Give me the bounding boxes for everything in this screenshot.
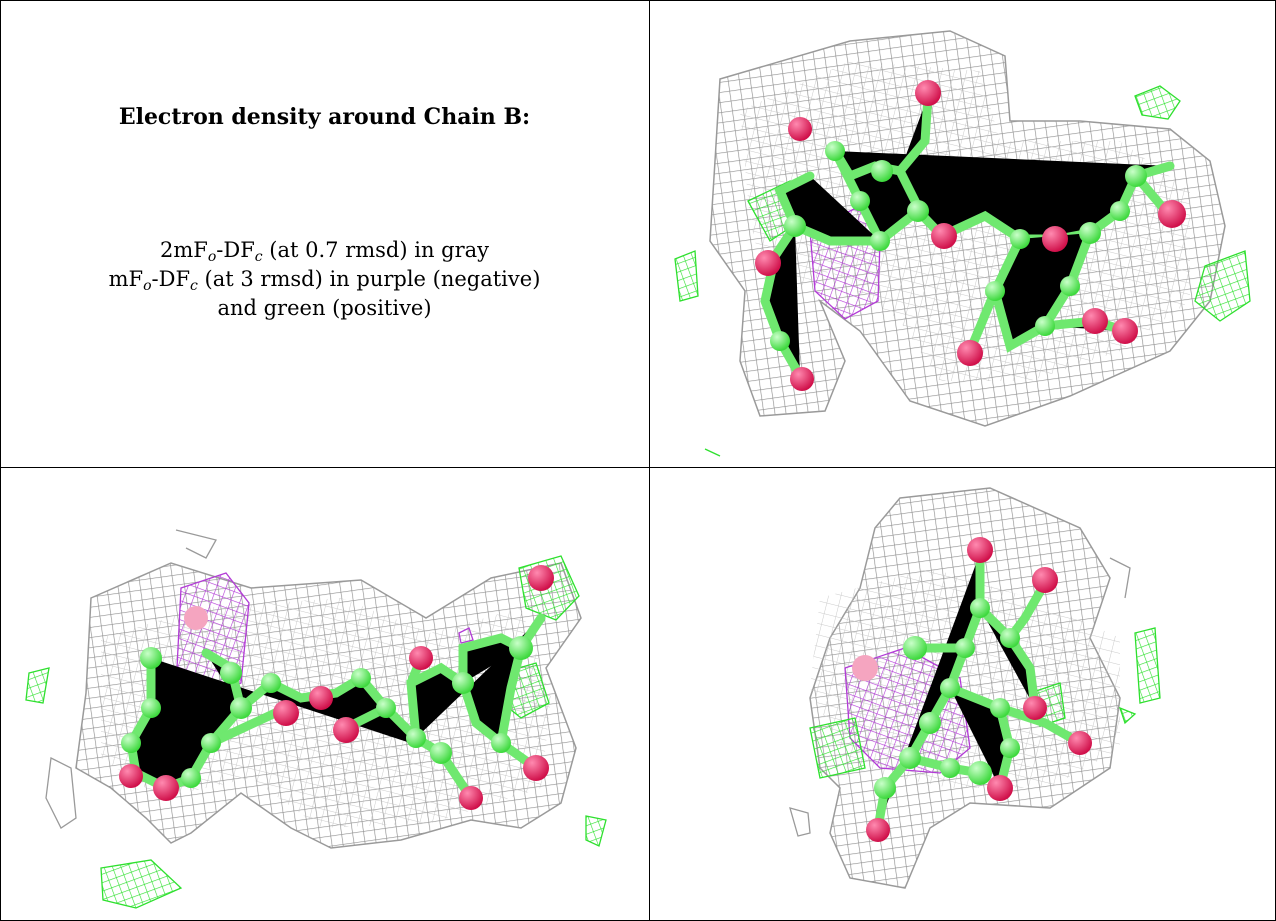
caption-line-2fofc: 2mFo-DFc (at 0.7 rmsd) in gray [159,238,490,265]
positive-difference-density [809,627,1161,779]
ligand-atoms [119,565,554,810]
caption-cell: Electron density around Chain B: 2mFo-DF… [0,0,649,467]
ligand-atoms [755,80,1186,391]
caption-title: Electron density around Chain B: [118,104,531,130]
density-render-bottom-right [789,487,1161,889]
caption-description: 2mFo-DFc (at 0.7 rmsd) in gray mFo-DFc (… [0,236,649,323]
density-view-bottom-right [650,468,1275,920]
caption-line-colors: and green (positive) [217,296,432,320]
density-view-bottom-left [1,468,649,920]
density-view-top-right [650,1,1275,467]
table-border-top [0,0,1276,1]
density-render-top-right [674,30,1251,457]
density-render-bottom-left [25,529,607,909]
table-border-left [0,0,1,921]
table-divider-horizontal [0,467,1276,468]
table-divider-vertical [649,0,650,921]
ligand-atoms [852,537,1092,842]
caption-line-fofc: mFo-DFc (at 3 rmsd) in purple (negative) [108,267,541,294]
